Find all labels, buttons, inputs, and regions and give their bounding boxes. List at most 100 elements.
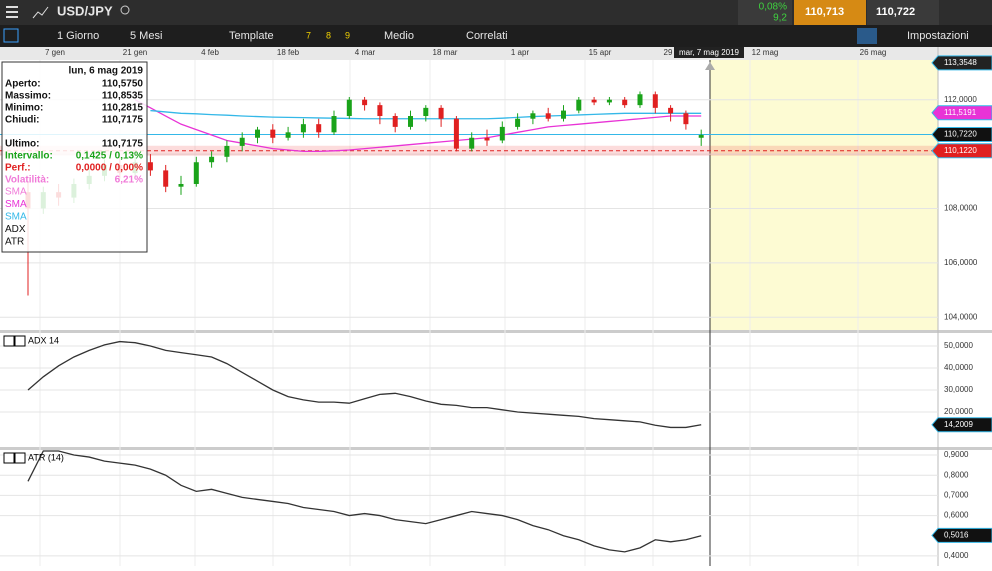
close-button[interactable] <box>3 335 15 347</box>
indicator-name: ADX <box>5 224 26 235</box>
menu-button[interactable] <box>6 6 18 18</box>
level-marker <box>931 143 992 159</box>
info-value: 110,5750 <box>102 79 144 90</box>
info-label: Aperto: <box>5 79 41 90</box>
draw-button[interactable] <box>857 28 877 44</box>
level-label: 111,5191 <box>944 108 977 117</box>
bid-box[interactable] <box>794 0 866 25</box>
candle-body <box>453 118 459 149</box>
candle-body <box>606 99 612 103</box>
candle-body <box>163 170 169 187</box>
candle-body <box>683 113 689 125</box>
y-tick-label: 106,0000 <box>944 258 978 267</box>
indicator-name: SMA <box>5 199 27 210</box>
indicator-line <box>134 99 702 153</box>
date-label: 15 apr <box>589 48 612 57</box>
candle-body <box>591 99 597 103</box>
y-tick-label: 104,0000 <box>944 312 978 321</box>
candle-body <box>239 137 245 146</box>
info-label: Massimo: <box>5 91 51 102</box>
style[interactable]: Medio <box>384 30 414 42</box>
preset[interactable]: 7 <box>306 30 311 40</box>
info-value: 110,2815 <box>102 103 144 114</box>
info-label: Intervallo: <box>5 151 53 162</box>
level-marker <box>931 126 992 142</box>
close-button[interactable] <box>3 452 15 464</box>
pane-title: ADX 14 <box>28 335 59 345</box>
pane-title: ATR (14) <box>28 452 64 462</box>
ask[interactable]: 110,722 <box>876 6 915 18</box>
candle-body <box>469 137 475 149</box>
candle-body <box>545 113 551 119</box>
level-label: 113,3548 <box>944 58 977 67</box>
candle-body <box>408 116 413 127</box>
y-tick-label: 50,0000 <box>944 341 973 350</box>
info-box <box>1 61 148 253</box>
level-marker <box>931 105 992 121</box>
candle-body <box>668 107 674 114</box>
preset[interactable]: 8 <box>326 30 331 40</box>
info-label: Volatilità: <box>5 175 49 186</box>
date-label: 1 apr <box>511 48 530 57</box>
minimize-button[interactable] <box>14 452 26 464</box>
level-marker <box>931 55 992 71</box>
preset[interactable]: 9 <box>345 30 350 40</box>
date-label: 21 gen <box>123 48 147 57</box>
candle-body <box>637 94 643 106</box>
candle-body <box>300 124 306 133</box>
y-tick-label: 40,0000 <box>944 363 973 372</box>
candle-body <box>392 116 398 127</box>
candle-body <box>484 137 490 141</box>
crosshair-handle <box>705 62 715 70</box>
symbol[interactable]: USD/JPY <box>57 3 113 18</box>
change-box <box>738 0 792 25</box>
settings[interactable]: Impostazioni <box>907 30 969 42</box>
change-points: 9,2 <box>773 13 787 24</box>
candle-body <box>499 126 505 141</box>
panel-button[interactable] <box>3 28 19 43</box>
template[interactable]: Template <box>229 30 274 42</box>
candle-body <box>285 132 291 138</box>
date-label: 26 mag <box>860 48 887 57</box>
candle-body <box>561 110 566 119</box>
crosshair-date: mar, 7 mag 2019 <box>679 48 740 57</box>
range[interactable]: 5 Mesi <box>130 30 162 42</box>
info-value: 110,7175 <box>102 139 144 150</box>
level-label: 110,1220 <box>944 146 977 155</box>
change-pct: 0,08% <box>759 2 787 13</box>
search-icon[interactable] <box>120 5 130 15</box>
info-value: 110,7175 <box>102 115 144 126</box>
y-tick-label: 0,6000 <box>944 511 969 520</box>
minimize-button[interactable] <box>14 335 26 347</box>
date-label: 29 <box>664 48 673 57</box>
candle-body <box>438 107 444 119</box>
candle-body <box>255 129 260 138</box>
compare[interactable]: Correlati <box>466 30 508 42</box>
candle-body <box>346 99 352 117</box>
ask-box[interactable] <box>867 0 939 25</box>
date-label: 18 feb <box>277 48 300 57</box>
indicator-line <box>27 340 702 429</box>
y-tick-label: 0,7000 <box>944 491 969 500</box>
indicator-name: SMA <box>5 187 27 198</box>
level-marker <box>931 527 992 543</box>
date-label: 4 mar <box>355 48 376 57</box>
level-marker <box>931 417 992 433</box>
info-label: Minimo: <box>5 103 43 114</box>
level-label: 0,5016 <box>944 531 969 540</box>
candle-body <box>576 99 582 111</box>
interval[interactable]: 1 Giorno <box>57 30 99 42</box>
y-tick-label: 0,8000 <box>944 470 969 479</box>
y-tick-label: 112,0000 <box>944 95 977 104</box>
candle-body <box>652 94 658 108</box>
y-tick-label: 108,0000 <box>944 204 978 213</box>
info-label: Ultimo: <box>5 139 39 150</box>
bid[interactable]: 110,713 <box>805 6 844 18</box>
date-label: 4 feb <box>201 48 219 57</box>
candle-body <box>515 118 521 127</box>
date-label: 12 mag <box>752 48 779 57</box>
chart-type-button[interactable] <box>32 6 49 19</box>
candle-body <box>530 113 536 119</box>
date-label: 7 gen <box>45 48 65 57</box>
info-label: Perf.: <box>5 163 31 174</box>
